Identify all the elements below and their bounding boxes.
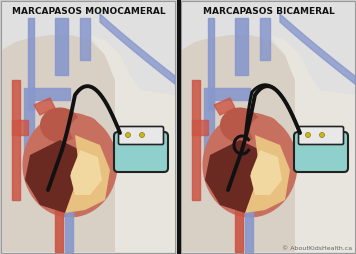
Ellipse shape bbox=[40, 107, 80, 142]
Polygon shape bbox=[12, 80, 20, 200]
Polygon shape bbox=[204, 88, 214, 170]
Polygon shape bbox=[80, 18, 90, 60]
Polygon shape bbox=[28, 18, 34, 110]
Polygon shape bbox=[208, 18, 214, 110]
Bar bbox=[177, 0, 181, 254]
Bar bbox=[181, 1, 355, 253]
Ellipse shape bbox=[203, 113, 298, 217]
Ellipse shape bbox=[22, 113, 117, 217]
Polygon shape bbox=[182, 35, 295, 252]
Polygon shape bbox=[280, 14, 355, 84]
Polygon shape bbox=[55, 18, 68, 75]
Ellipse shape bbox=[233, 166, 251, 180]
Ellipse shape bbox=[220, 107, 260, 142]
Circle shape bbox=[140, 133, 145, 137]
Polygon shape bbox=[65, 135, 110, 213]
Polygon shape bbox=[192, 80, 200, 200]
Polygon shape bbox=[100, 14, 175, 84]
Polygon shape bbox=[214, 98, 235, 115]
Text: MARCAPASOS MONOCAMERAL: MARCAPASOS MONOCAMERAL bbox=[12, 7, 166, 15]
Polygon shape bbox=[28, 88, 70, 100]
FancyBboxPatch shape bbox=[114, 132, 168, 172]
Polygon shape bbox=[34, 98, 55, 115]
Polygon shape bbox=[24, 88, 34, 170]
Polygon shape bbox=[245, 135, 290, 213]
Text: MARCAPASOS BICAMERAL: MARCAPASOS BICAMERAL bbox=[203, 7, 335, 15]
Ellipse shape bbox=[53, 166, 71, 180]
Ellipse shape bbox=[250, 116, 280, 144]
Polygon shape bbox=[2, 35, 115, 252]
FancyBboxPatch shape bbox=[294, 132, 348, 172]
Ellipse shape bbox=[70, 116, 100, 144]
Polygon shape bbox=[208, 88, 250, 100]
Circle shape bbox=[126, 133, 131, 137]
Polygon shape bbox=[70, 150, 102, 195]
Polygon shape bbox=[55, 210, 63, 252]
Polygon shape bbox=[12, 120, 28, 135]
Polygon shape bbox=[235, 18, 248, 75]
Polygon shape bbox=[25, 140, 90, 213]
Polygon shape bbox=[270, 35, 355, 252]
Circle shape bbox=[305, 133, 310, 137]
Polygon shape bbox=[245, 210, 253, 252]
Bar bbox=[1, 1, 175, 253]
Polygon shape bbox=[205, 140, 270, 213]
FancyBboxPatch shape bbox=[119, 126, 163, 145]
Polygon shape bbox=[65, 210, 73, 252]
FancyBboxPatch shape bbox=[298, 126, 344, 145]
Polygon shape bbox=[90, 35, 175, 252]
Polygon shape bbox=[260, 18, 270, 60]
Polygon shape bbox=[192, 120, 208, 135]
Polygon shape bbox=[250, 150, 282, 195]
Text: © AboutKidsHealth.ca: © AboutKidsHealth.ca bbox=[282, 246, 352, 250]
Circle shape bbox=[319, 133, 325, 137]
Polygon shape bbox=[235, 210, 243, 252]
